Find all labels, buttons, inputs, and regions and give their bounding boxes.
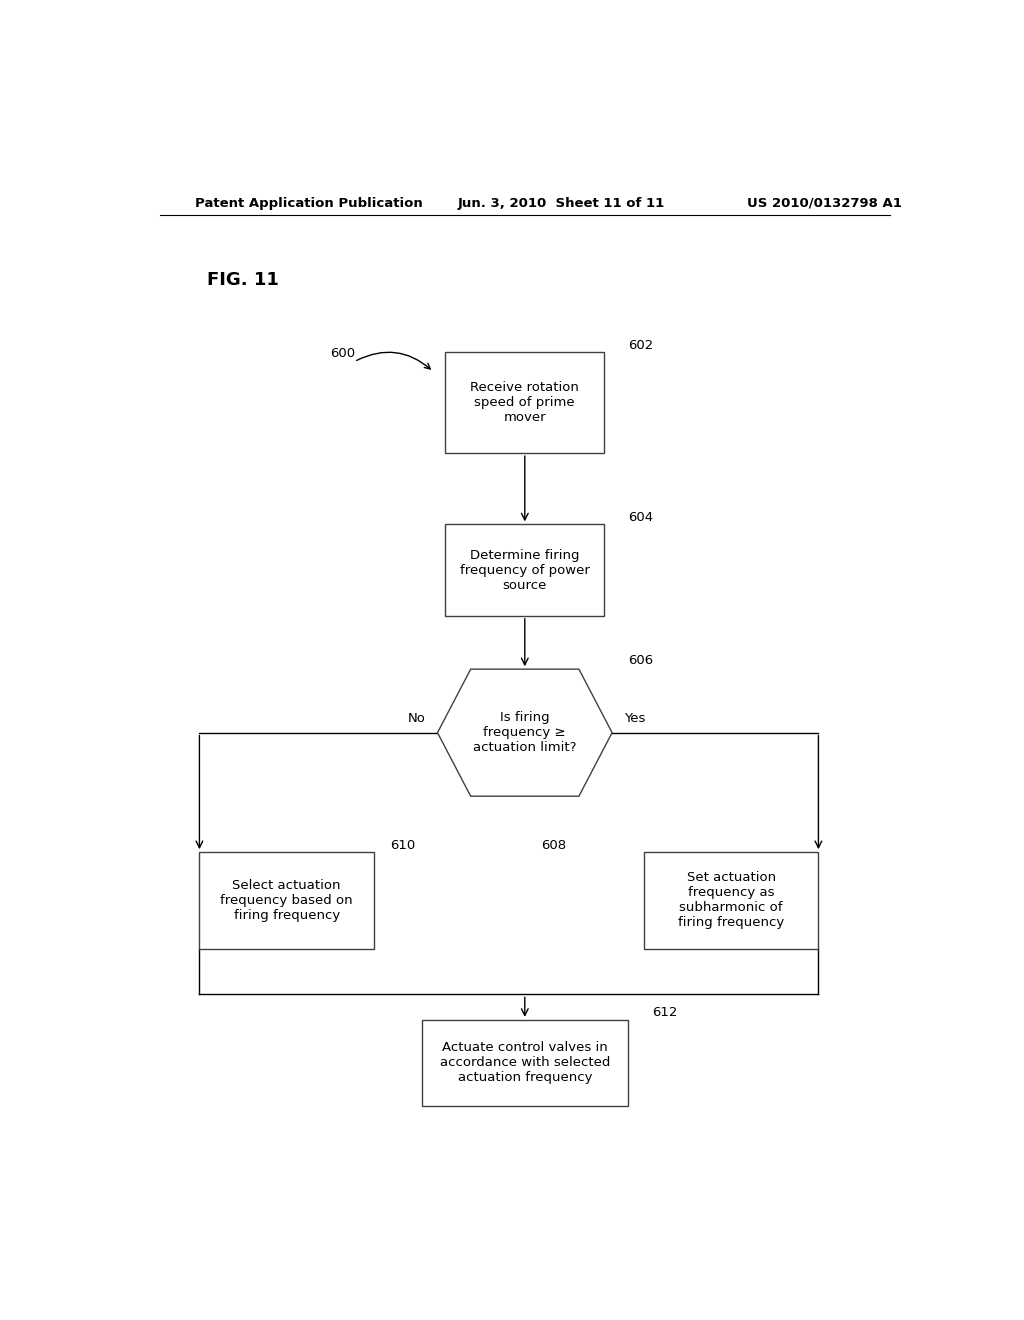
- Text: Jun. 3, 2010  Sheet 11 of 11: Jun. 3, 2010 Sheet 11 of 11: [458, 197, 665, 210]
- Text: 612: 612: [652, 1006, 677, 1019]
- Text: 604: 604: [628, 511, 653, 524]
- FancyBboxPatch shape: [422, 1020, 628, 1106]
- Text: 608: 608: [541, 838, 566, 851]
- FancyBboxPatch shape: [445, 351, 604, 453]
- Text: Receive rotation
speed of prime
mover: Receive rotation speed of prime mover: [470, 381, 580, 424]
- FancyBboxPatch shape: [200, 853, 374, 949]
- Text: Select actuation
frequency based on
firing frequency: Select actuation frequency based on firi…: [220, 879, 353, 921]
- Text: 600: 600: [331, 347, 355, 360]
- Text: Yes: Yes: [624, 711, 645, 725]
- Text: FIG. 11: FIG. 11: [207, 272, 280, 289]
- Text: No: No: [408, 711, 426, 725]
- Text: 602: 602: [628, 338, 653, 351]
- Text: 610: 610: [390, 838, 415, 851]
- Text: Set actuation
frequency as
subharmonic of
firing frequency: Set actuation frequency as subharmonic o…: [678, 871, 784, 929]
- Text: US 2010/0132798 A1: US 2010/0132798 A1: [748, 197, 902, 210]
- Text: Is firing
frequency ≥
actuation limit?: Is firing frequency ≥ actuation limit?: [473, 711, 577, 754]
- FancyBboxPatch shape: [644, 853, 818, 949]
- Text: Actuate control valves in
accordance with selected
actuation frequency: Actuate control valves in accordance wit…: [439, 1041, 610, 1085]
- Text: 606: 606: [628, 653, 653, 667]
- Text: Patent Application Publication: Patent Application Publication: [196, 197, 423, 210]
- Polygon shape: [437, 669, 612, 796]
- FancyBboxPatch shape: [445, 524, 604, 616]
- Text: Determine firing
frequency of power
source: Determine firing frequency of power sour…: [460, 549, 590, 591]
